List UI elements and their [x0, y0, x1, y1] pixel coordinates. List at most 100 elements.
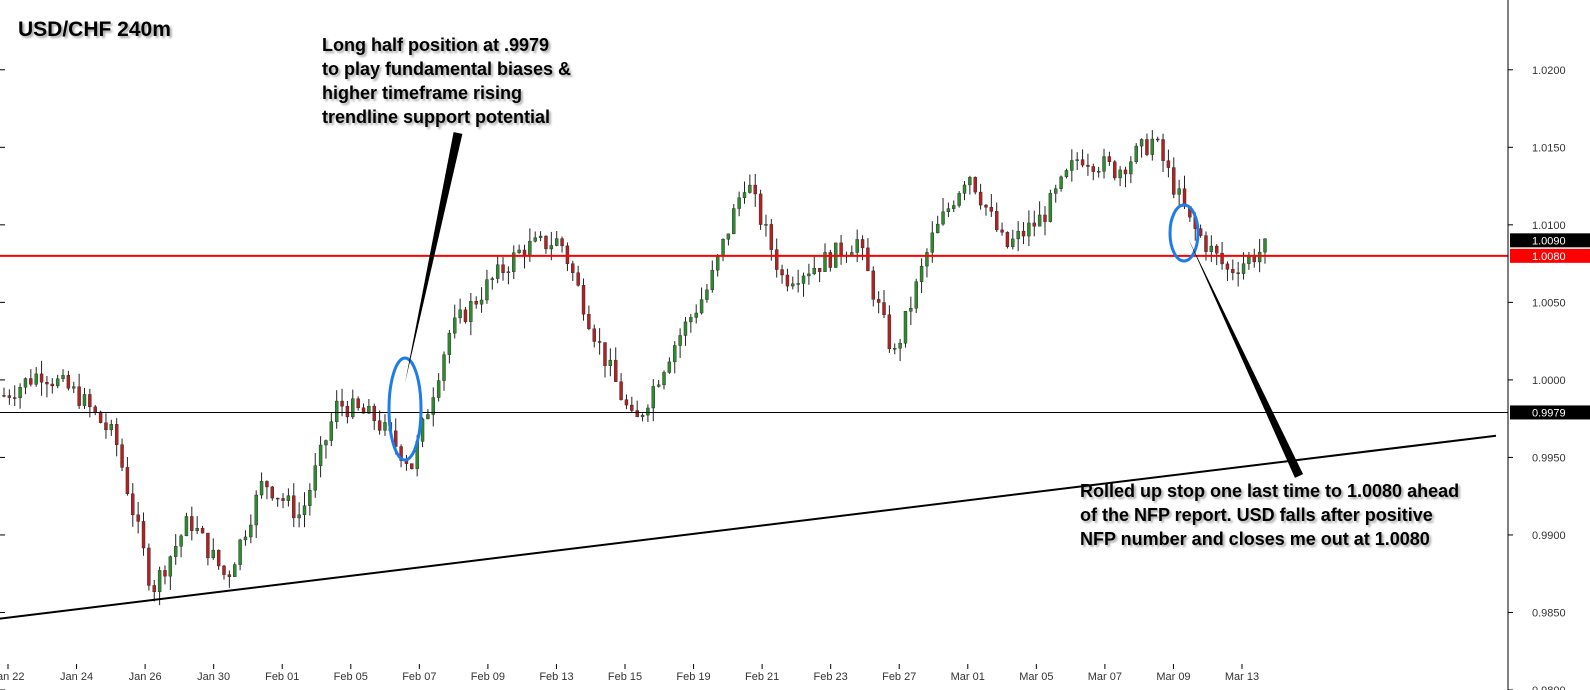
candle-body [1209, 245, 1214, 252]
candle-body [1145, 139, 1149, 155]
candle-body [919, 265, 924, 282]
candle-body [23, 378, 28, 388]
candle-body [1134, 145, 1138, 162]
candle-body [619, 381, 623, 400]
candle-body [732, 208, 736, 235]
candle-body [614, 359, 618, 382]
candle-body [447, 332, 452, 355]
candle-body [651, 386, 655, 409]
candle-body [302, 505, 307, 516]
candle-body [817, 268, 822, 272]
candle-body [571, 263, 575, 273]
candle-body [839, 242, 843, 257]
candle-body [1011, 238, 1015, 247]
exit-ellipse [1168, 203, 1200, 263]
candle-body [2, 395, 6, 397]
candle-body [984, 204, 988, 208]
candle-body [597, 341, 602, 343]
price-tick-label: 0.9850 [1532, 607, 1566, 619]
candle-body [699, 299, 704, 314]
exit-arrow [1188, 238, 1304, 478]
entry-arrow [405, 132, 463, 383]
candle-body [184, 516, 189, 537]
time-tick-label: Mar 13 [1225, 671, 1259, 683]
candle-body [903, 311, 908, 344]
candle-body [136, 514, 140, 522]
candle-body [522, 249, 527, 256]
candle-body [82, 394, 87, 406]
candle-body [297, 514, 301, 519]
candle-body [1225, 263, 1230, 270]
candle-body [812, 268, 816, 275]
candle-body [576, 272, 580, 286]
candle-body [1016, 230, 1020, 240]
price-tick-label: 1.0200 [1532, 65, 1566, 77]
candle-body [313, 465, 317, 491]
candle-body [774, 249, 779, 270]
price-marker-label: 1.0080 [1532, 251, 1566, 263]
candle-body [206, 532, 210, 559]
candle-body [50, 383, 54, 387]
exit-annotation-line: NFP number and closes me out at 1.0080 [1080, 529, 1430, 549]
candle-body [1070, 160, 1074, 171]
candle-body [361, 407, 366, 414]
time-tick-label: Feb 13 [539, 671, 573, 683]
candle-body [1215, 245, 1219, 254]
candle-body [1059, 176, 1063, 189]
candle-body [259, 481, 264, 496]
candle-body [791, 283, 795, 287]
candle-body [1155, 138, 1160, 141]
time-tick-label: Feb 01 [265, 671, 299, 683]
candle-body [941, 211, 945, 225]
candle-body [39, 373, 44, 383]
price-marker-box [1510, 405, 1590, 420]
candle-body [367, 405, 371, 414]
candle-body [796, 283, 800, 285]
candle-body [410, 463, 414, 469]
candle-body [528, 240, 532, 256]
entry-annotation-line: Long half position at .9979 [322, 35, 550, 55]
candle-body [474, 300, 478, 305]
price-markers: 1.0090 1.0080 0.9979 [1510, 233, 1590, 420]
candle-body [141, 521, 146, 549]
candle-body [1102, 156, 1106, 172]
candle-body [978, 191, 983, 206]
time-tick-label: Feb 19 [676, 671, 710, 683]
candle-body [88, 394, 92, 408]
candle-body [372, 405, 376, 421]
candle-body [935, 223, 940, 234]
candle-body [764, 224, 768, 226]
rising-trendline [0, 434, 1497, 620]
candle-body [742, 192, 747, 198]
candle-body [893, 348, 897, 350]
candle-body [211, 549, 215, 559]
candle-body [243, 536, 248, 541]
candle-body [195, 528, 199, 531]
candle-body [479, 299, 484, 305]
candle-body [104, 422, 108, 431]
candle-body [179, 535, 183, 547]
candle-body [1021, 230, 1026, 237]
candle-body [592, 328, 596, 342]
candle-body [463, 309, 468, 322]
candle-body [1054, 188, 1058, 194]
candle-body [662, 372, 666, 386]
candle-body [683, 321, 688, 336]
candle-body [1161, 139, 1165, 161]
candle-body [1166, 160, 1171, 168]
exit-annotation-line: of the NFP report. USD falls after posit… [1080, 505, 1433, 525]
entry-annotation: Long half position at .9979 to play fund… [322, 33, 571, 129]
time-tick-label: Jan 22 [0, 671, 25, 683]
candle-body [855, 239, 859, 253]
candle-body [656, 384, 661, 387]
exit-annotation-line: Rolled up stop one last time to 1.0080 a… [1080, 481, 1460, 501]
candle-body [973, 177, 977, 193]
candle-body [125, 467, 130, 495]
time-tick-label: Feb 15 [608, 671, 642, 683]
candle-body [495, 264, 500, 279]
candle-body [560, 238, 564, 247]
candle-body [469, 300, 473, 322]
candle-body [517, 249, 521, 253]
